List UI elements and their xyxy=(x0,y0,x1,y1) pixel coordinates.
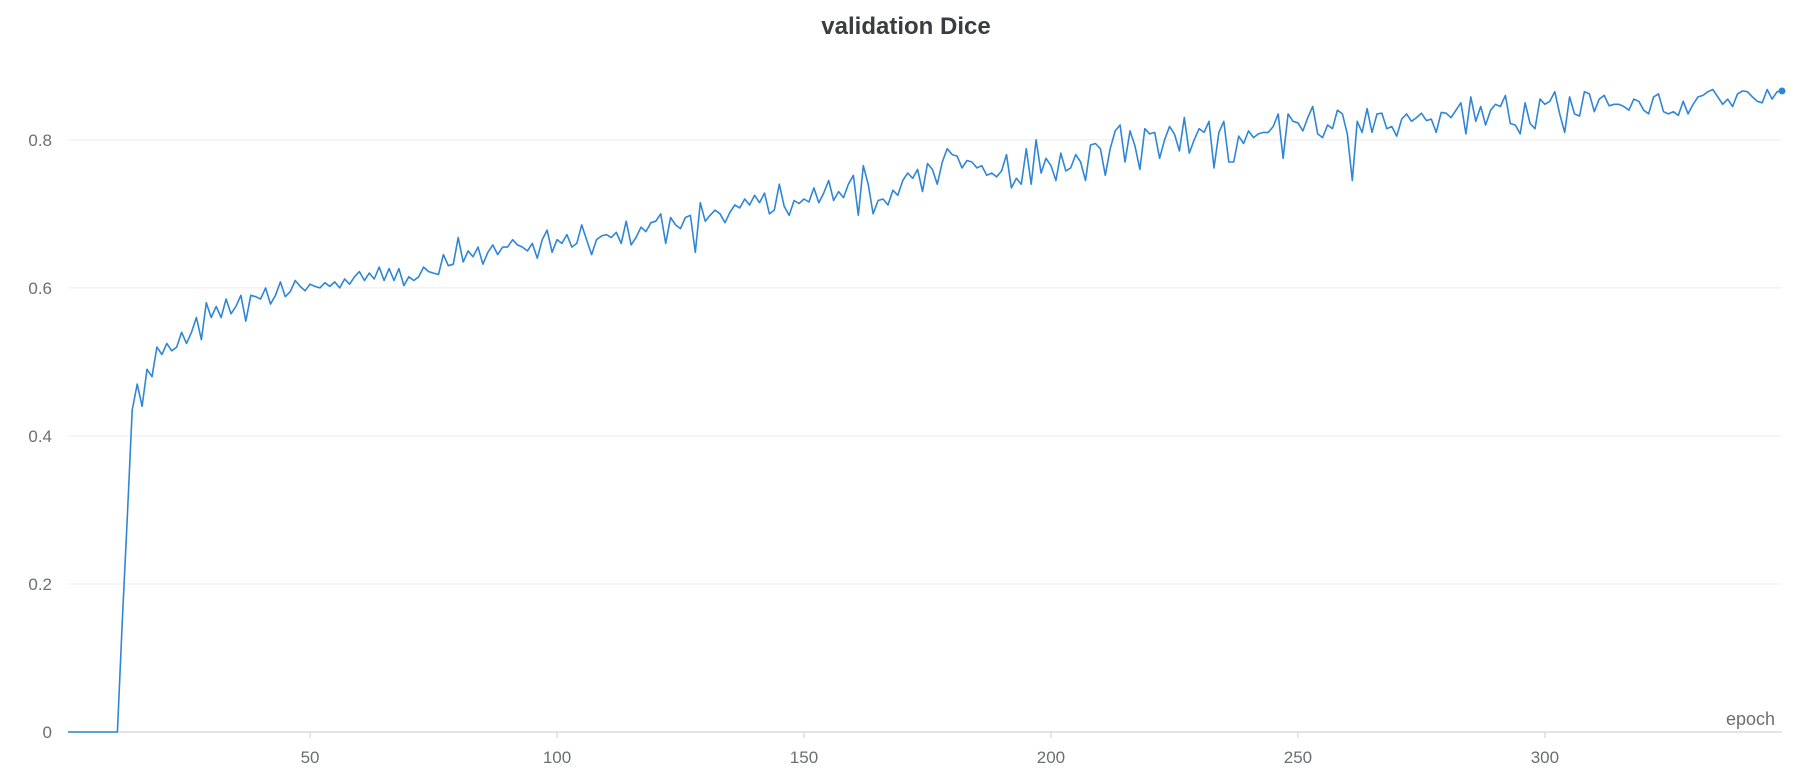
y-axis: 0 0.2 0.4 0.6 0.8 xyxy=(28,131,52,742)
x-tick-label: 300 xyxy=(1531,748,1559,767)
y-tick-label: 0.8 xyxy=(28,131,52,150)
x-axis-label: epoch xyxy=(1726,709,1775,729)
chart-title: validation Dice xyxy=(821,13,990,40)
x-tick-label: 250 xyxy=(1284,748,1312,767)
x-axis: 50 100 150 200 250 300 xyxy=(68,731,1782,767)
x-tick-label: 150 xyxy=(790,748,818,767)
series-line xyxy=(68,88,1783,733)
last-point-marker xyxy=(1778,87,1786,95)
gridlines xyxy=(68,139,1782,585)
y-tick-label: 0.6 xyxy=(28,279,52,298)
x-tick-label: 200 xyxy=(1037,748,1065,767)
x-tick-label: 50 xyxy=(301,748,320,767)
y-tick-label: 0.2 xyxy=(28,575,52,594)
x-tick-label: 100 xyxy=(543,748,571,767)
y-tick-label: 0 xyxy=(43,723,52,742)
plot-area xyxy=(68,87,1786,733)
y-tick-label: 0.4 xyxy=(28,427,52,446)
